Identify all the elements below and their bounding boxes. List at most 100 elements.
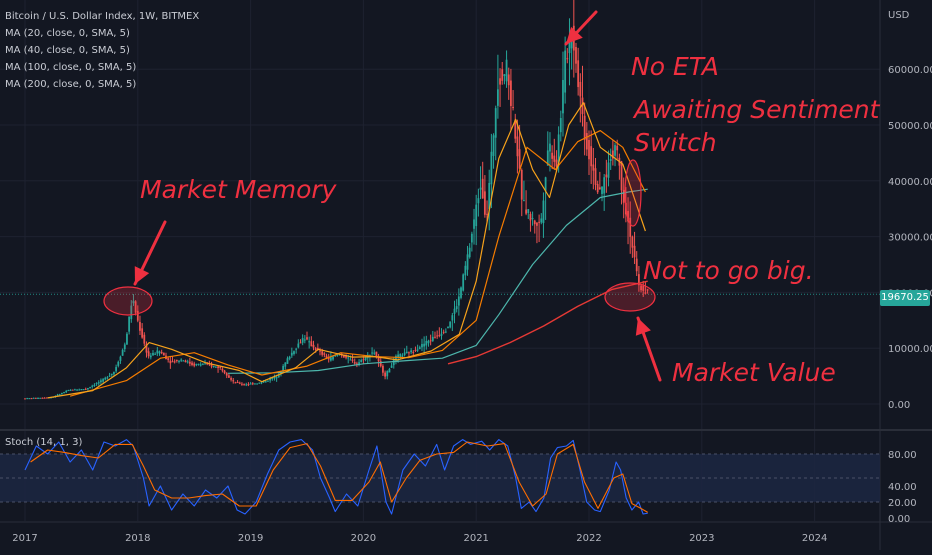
candle-body [158,351,161,354]
candle-body [444,331,447,333]
candle-body [247,384,250,386]
candle-body [256,383,259,385]
candle-body [60,392,63,394]
candle-body [523,200,525,202]
candle-body [321,351,324,355]
candle-body [82,389,85,391]
candle-body [384,372,386,377]
candle-body [423,343,426,347]
last-price-tag: 19670.25 [880,290,930,306]
candle-body [496,89,499,106]
candle-body [601,186,603,194]
candle-body [299,342,302,344]
candle-body [438,335,441,337]
candle-body [475,204,478,227]
candle-body [184,360,187,363]
chart-legend: Bitcoin / U.S. Dollar Index, 1W, BITMEX … [5,8,199,93]
annotation-no-eta: No ETA [631,52,719,81]
candle-body [494,108,497,138]
candle-body [395,355,397,361]
time-tick-label: 2021 [463,533,488,544]
candle-body [479,187,482,190]
candle-body [113,372,115,375]
candle-body [416,349,419,351]
stoch-tick-label: 40.00 [888,482,917,493]
ma40-line [69,130,646,397]
candle-body [126,333,128,345]
candle-body [516,136,519,157]
candle-body [412,351,415,353]
candle-body [238,382,241,384]
candle-body [288,356,291,359]
candle-body [245,384,248,386]
candle-body [460,287,462,298]
candle-body [236,382,239,384]
candle-body [555,159,558,167]
candle-body [629,217,632,237]
candle-body [486,213,488,215]
candle-body [39,397,42,399]
candle-body [531,218,534,220]
candle-body [431,336,434,341]
candle-body [462,274,465,291]
candle-body [160,352,163,354]
price-tick-label: 40000.00 [888,177,932,188]
candle-body [336,354,339,356]
candle-body [28,398,31,400]
ma200-line [447,280,648,365]
candle-body [611,150,614,159]
candle-body [505,59,508,82]
candle-body [538,221,541,223]
candle-body [260,382,263,384]
candle-body [405,351,408,354]
candle-body [173,361,176,363]
candle-body [579,81,582,97]
currency-label: USD [888,10,910,21]
stoch-tick-label: 20.00 [888,498,917,509]
candle-body [360,359,363,363]
candle-body [377,357,380,362]
candle-body [575,46,577,64]
candle-body [80,389,83,391]
price-tick-label: 30000.00 [888,233,932,244]
candle-body [286,358,289,364]
candle-body [557,134,560,163]
candle-body [379,361,382,367]
candle-body [303,339,306,341]
candle-body [95,383,98,385]
candle-body [188,361,191,364]
candle-body [598,187,601,190]
candle-body [559,118,562,133]
candle-body [93,384,96,386]
candle-body [566,58,569,60]
candle-body [544,177,547,191]
candle-body [362,359,365,361]
candle-body [332,356,334,360]
candle-body [143,334,146,344]
candle-body [319,350,321,352]
candle-body [631,236,634,248]
candle-body [466,254,469,270]
candle-body [56,394,59,396]
candle-body [464,265,467,276]
candle-body [221,368,224,371]
candle-body [546,150,549,166]
candle-body [603,177,606,194]
candle-body [232,380,235,382]
candle-body [373,352,376,354]
candle-body [349,359,352,361]
candle-body [73,389,76,391]
candle-body [264,381,267,383]
candle-body [145,343,148,353]
candle-body [275,377,278,379]
candle-body [282,365,285,372]
candle-body [132,300,135,304]
candle-body [590,146,593,167]
candle-body [622,189,625,203]
arrow-no-eta-head [566,26,583,44]
candle-body [455,306,458,310]
candle-body [273,376,276,379]
candle-body [241,383,243,385]
